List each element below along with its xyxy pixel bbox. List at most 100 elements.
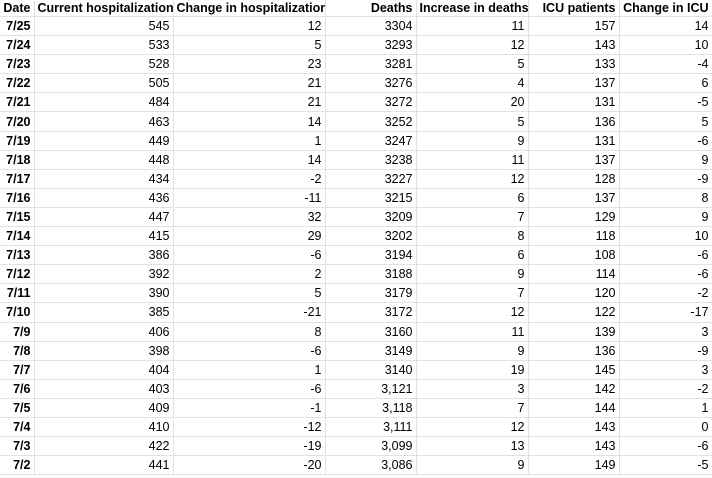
cell-deaths[interactable]: 3149 (325, 341, 417, 361)
cell-date[interactable]: 7/25 (0, 16, 35, 37)
cell-increase-in-deaths[interactable]: 9 (416, 341, 529, 361)
cell-change-in-hospitalizations[interactable]: -6 (173, 341, 326, 361)
cell-icu-patients[interactable]: 131 (528, 92, 620, 113)
cell-date[interactable]: 7/19 (0, 131, 35, 151)
cell-date[interactable]: 7/5 (0, 398, 35, 418)
cell-icu-patients[interactable]: 129 (528, 207, 620, 228)
cell-increase-in-deaths[interactable]: 6 (416, 188, 529, 208)
cell-increase-in-deaths[interactable]: 5 (416, 111, 529, 132)
cell-change-in-hospitalizations[interactable]: 1 (173, 360, 326, 380)
cell-icu-patients[interactable]: 137 (528, 73, 620, 94)
cell-deaths[interactable]: 3,118 (325, 398, 417, 418)
cell-increase-in-deaths[interactable]: 12 (416, 169, 529, 189)
cell-increase-in-deaths[interactable]: 12 (416, 302, 529, 323)
cell-increase-in-deaths[interactable]: 11 (416, 322, 529, 342)
cell-deaths[interactable]: 3281 (325, 54, 417, 75)
cell-icu-patients[interactable]: 149 (528, 455, 620, 476)
cell-increase-in-deaths[interactable]: 12 (416, 417, 529, 438)
cell-change-in-icu[interactable]: 9 (619, 207, 712, 228)
cell-current-hospitalizations[interactable]: 436 (34, 188, 174, 208)
cell-current-hospitalizations[interactable]: 449 (34, 131, 174, 151)
cell-icu-patients[interactable]: 133 (528, 54, 620, 75)
cell-increase-in-deaths[interactable]: 7 (416, 207, 529, 228)
cell-change-in-hospitalizations[interactable]: -2 (173, 169, 326, 189)
cell-date[interactable]: 7/23 (0, 54, 35, 75)
cell-icu-patients[interactable]: 136 (528, 341, 620, 361)
cell-current-hospitalizations[interactable]: 447 (34, 207, 174, 228)
cell-date[interactable]: 7/15 (0, 207, 35, 228)
cell-increase-in-deaths[interactable]: 20 (416, 92, 529, 113)
cell-increase-in-deaths[interactable]: 5 (416, 54, 529, 75)
cell-deaths[interactable]: 3,121 (325, 379, 417, 399)
cell-change-in-hospitalizations[interactable]: 14 (173, 111, 326, 132)
cell-deaths[interactable]: 3188 (325, 264, 417, 285)
cell-icu-patients[interactable]: 118 (528, 226, 620, 247)
cell-date[interactable]: 7/2 (0, 455, 35, 476)
cell-date[interactable]: 7/24 (0, 35, 35, 56)
cell-change-in-hospitalizations[interactable]: -12 (173, 417, 326, 438)
cell-change-in-hospitalizations[interactable]: 21 (173, 73, 326, 94)
cell-change-in-hospitalizations[interactable]: -6 (173, 379, 326, 399)
cell-change-in-icu[interactable]: 5 (619, 111, 712, 132)
cell-current-hospitalizations[interactable]: 434 (34, 169, 174, 189)
cell-increase-in-deaths[interactable]: 11 (416, 16, 529, 37)
cell-change-in-hospitalizations[interactable]: -1 (173, 398, 326, 418)
cell-current-hospitalizations[interactable]: 385 (34, 302, 174, 323)
cell-current-hospitalizations[interactable]: 441 (34, 455, 174, 476)
cell-date[interactable]: 7/4 (0, 417, 35, 438)
cell-current-hospitalizations[interactable]: 404 (34, 360, 174, 380)
cell-change-in-hospitalizations[interactable]: 32 (173, 207, 326, 228)
cell-change-in-icu[interactable]: 6 (619, 73, 712, 94)
cell-increase-in-deaths[interactable]: 12 (416, 35, 529, 56)
cell-increase-in-deaths[interactable]: 11 (416, 150, 529, 170)
cell-increase-in-deaths[interactable]: 7 (416, 398, 529, 418)
cell-current-hospitalizations[interactable]: 505 (34, 73, 174, 94)
cell-change-in-hospitalizations[interactable]: -6 (173, 245, 326, 266)
cell-change-in-icu[interactable]: -4 (619, 54, 712, 75)
cell-icu-patients[interactable]: 131 (528, 131, 620, 151)
cell-change-in-icu[interactable]: -17 (619, 302, 712, 323)
cell-icu-patients[interactable]: 143 (528, 35, 620, 56)
cell-change-in-icu[interactable]: -6 (619, 264, 712, 285)
cell-change-in-icu[interactable]: -2 (619, 283, 712, 304)
column-header-current-hospitalizations[interactable]: Current hospitalizations (34, 0, 174, 17)
cell-date[interactable]: 7/21 (0, 92, 35, 113)
cell-change-in-hospitalizations[interactable]: 14 (173, 150, 326, 170)
cell-icu-patients[interactable]: 122 (528, 302, 620, 323)
cell-icu-patients[interactable]: 136 (528, 111, 620, 132)
cell-icu-patients[interactable]: 114 (528, 264, 620, 285)
cell-current-hospitalizations[interactable]: 422 (34, 436, 174, 457)
cell-change-in-hospitalizations[interactable]: -21 (173, 302, 326, 323)
cell-deaths[interactable]: 3140 (325, 360, 417, 380)
cell-deaths[interactable]: 3,099 (325, 436, 417, 457)
cell-change-in-icu[interactable]: -5 (619, 92, 712, 113)
cell-change-in-icu[interactable]: -5 (619, 455, 712, 476)
cell-change-in-icu[interactable]: 1 (619, 398, 712, 418)
cell-deaths[interactable]: 3252 (325, 111, 417, 132)
cell-icu-patients[interactable]: 143 (528, 417, 620, 438)
cell-date[interactable]: 7/3 (0, 436, 35, 457)
cell-change-in-hospitalizations[interactable]: 23 (173, 54, 326, 75)
cell-icu-patients[interactable]: 128 (528, 169, 620, 189)
cell-date[interactable]: 7/13 (0, 245, 35, 266)
cell-date[interactable]: 7/8 (0, 341, 35, 361)
cell-icu-patients[interactable]: 143 (528, 436, 620, 457)
cell-icu-patients[interactable]: 157 (528, 16, 620, 37)
cell-increase-in-deaths[interactable]: 7 (416, 283, 529, 304)
cell-increase-in-deaths[interactable]: 9 (416, 455, 529, 476)
cell-change-in-icu[interactable]: 9 (619, 150, 712, 170)
cell-date[interactable]: 7/16 (0, 188, 35, 208)
cell-date[interactable]: 7/7 (0, 360, 35, 380)
cell-change-in-hospitalizations[interactable]: 2 (173, 264, 326, 285)
cell-icu-patients[interactable]: 144 (528, 398, 620, 418)
cell-change-in-icu[interactable]: 10 (619, 226, 712, 247)
cell-change-in-icu[interactable]: -6 (619, 436, 712, 457)
column-header-increase-in-deaths[interactable]: Increase in deaths (416, 0, 529, 17)
cell-change-in-hospitalizations[interactable]: 29 (173, 226, 326, 247)
cell-deaths[interactable]: 3276 (325, 73, 417, 94)
cell-change-in-icu[interactable]: -6 (619, 245, 712, 266)
cell-change-in-icu[interactable]: 14 (619, 16, 712, 37)
cell-current-hospitalizations[interactable]: 448 (34, 150, 174, 170)
cell-change-in-hospitalizations[interactable]: -11 (173, 188, 326, 208)
cell-change-in-hospitalizations[interactable]: -20 (173, 455, 326, 476)
